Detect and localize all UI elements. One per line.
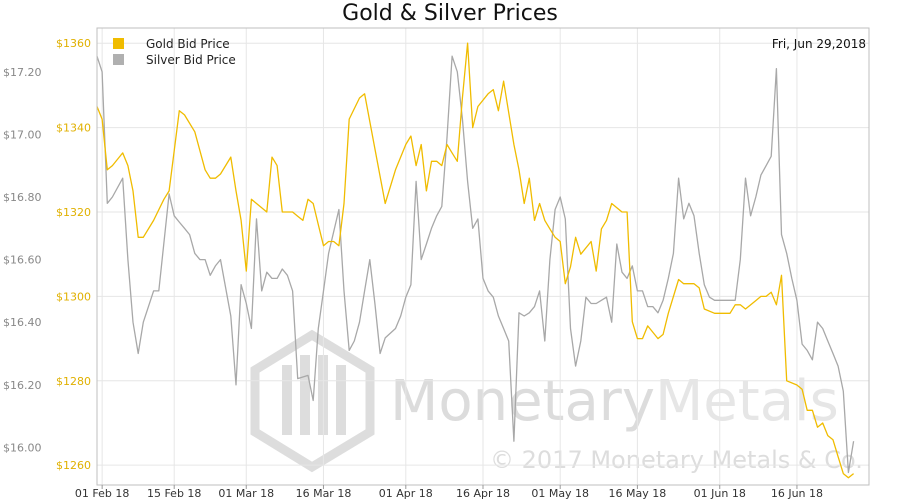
series-line-silver <box>96 55 855 474</box>
x-tick-label: 01 Mar 18 <box>218 487 274 500</box>
silver-axis-tick-label: $17.20 <box>3 66 42 79</box>
legend: Gold Bid Price Silver Bid Price <box>113 37 236 67</box>
gold-axis-tick-label: $1260 <box>56 459 91 472</box>
legend-item-silver: Silver Bid Price <box>113 53 236 67</box>
legend-swatch-silver <box>113 54 124 65</box>
gold-axis-tick-label: $1320 <box>56 206 91 219</box>
silver-axis-tick-label: $16.00 <box>3 441 42 454</box>
gold-axis-tick-label: $1340 <box>56 122 91 135</box>
x-tick-label: 16 May 18 <box>609 487 667 500</box>
x-axis-ticks: 01 Feb 18 15 Feb 18 01 Mar 18 16 Mar 18 01 A… <box>75 485 823 500</box>
gold-axis-tick-label: $1280 <box>56 375 91 388</box>
silver-axis-tick-label: $17.00 <box>3 128 42 141</box>
x-tick-label: 01 May 18 <box>531 487 589 500</box>
gold-axis-ticks: $1260 $1280 $1300 $1320 $1340 $1360 <box>56 37 91 472</box>
silver-axis-tick-label: $16.40 <box>3 316 42 329</box>
watermark-logo <box>250 329 375 473</box>
x-tick-label: 16 Jun 18 <box>771 487 823 500</box>
x-tick-label: 16 Apr 18 <box>456 487 510 500</box>
x-tick-label: 15 Feb 18 <box>147 487 201 500</box>
watermark-name: MonetaryMetals <box>390 369 839 434</box>
chart-title: Gold & Silver Prices <box>342 1 558 26</box>
watermark-copyright: © 2017 Monetary Metals & Co. <box>490 446 863 474</box>
legend-item-gold: Gold Bid Price <box>113 37 230 51</box>
x-tick-label: 16 Mar 18 <box>296 487 352 500</box>
x-tick-label: 01 Feb 18 <box>75 487 129 500</box>
legend-swatch-gold <box>113 38 124 49</box>
watermark: MonetaryMetals © 2017 Monetary Metals & … <box>250 329 863 474</box>
gridlines <box>97 28 869 485</box>
silver-axis-tick-label: $16.80 <box>3 191 42 204</box>
silver-axis-tick-label: $16.60 <box>3 254 42 267</box>
series-line-gold <box>96 42 855 479</box>
silver-axis-tick-label: $16.20 <box>3 379 42 392</box>
legend-label-gold: Gold Bid Price <box>146 37 230 51</box>
gold-axis-tick-label: $1300 <box>56 290 91 303</box>
silver-axis-ticks: $16.00 $16.20 $16.40 $16.60 $16.80 $17.00 $17.… <box>3 66 42 455</box>
date-stamp: Fri, Jun 29,2018 <box>772 37 866 51</box>
legend-label-silver: Silver Bid Price <box>146 53 236 67</box>
x-tick-label: 01 Apr 18 <box>379 487 433 500</box>
gold-axis-tick-label: $1360 <box>56 37 91 50</box>
x-tick-label: 01 Jun 18 <box>694 487 746 500</box>
series-lines <box>96 42 855 479</box>
